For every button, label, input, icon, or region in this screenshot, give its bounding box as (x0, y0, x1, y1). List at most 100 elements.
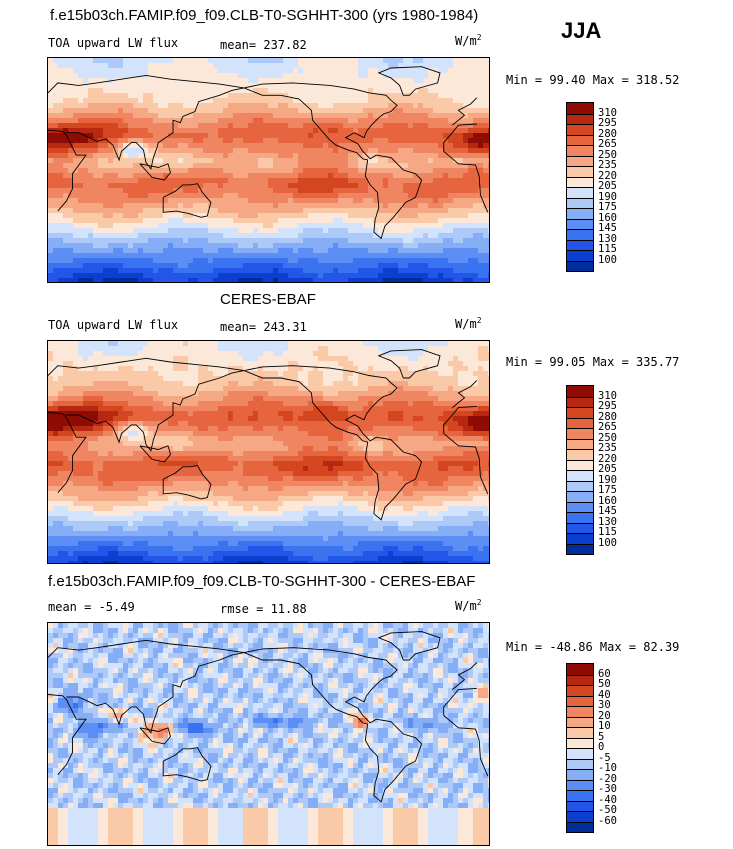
field-cell (408, 376, 414, 382)
field-cell (438, 118, 444, 124)
field-cell (98, 183, 104, 189)
field-cell (163, 93, 169, 99)
field-cell (138, 108, 144, 114)
field-cell (463, 361, 469, 367)
field-cell (53, 203, 59, 209)
field-cell (163, 188, 169, 194)
field-cell (268, 366, 274, 372)
field-cell (463, 203, 469, 209)
field-cell (303, 243, 309, 249)
field-cell (158, 238, 164, 244)
field-cell (93, 213, 99, 219)
field-cell (473, 173, 479, 179)
field-cell (383, 238, 389, 244)
field-cell (473, 361, 479, 367)
field-cell (53, 93, 59, 99)
field-cell (233, 193, 239, 199)
field-cell (278, 391, 284, 397)
field-cell (243, 93, 249, 99)
field-cell (443, 123, 449, 129)
field-cell (448, 198, 454, 204)
field-cell (173, 228, 179, 234)
field-cell (58, 391, 64, 397)
field-cell (323, 366, 329, 372)
field-cell (203, 213, 209, 219)
field-cell (473, 63, 479, 69)
field-cell (413, 366, 419, 372)
field-cell (318, 68, 324, 74)
field-cell (468, 371, 474, 377)
field-cell (278, 103, 284, 109)
field-cell (453, 138, 459, 144)
field-cell (473, 371, 479, 377)
field-cell (103, 68, 109, 74)
field-cell (193, 253, 199, 259)
field-cell (443, 351, 449, 357)
field-cell (243, 188, 249, 194)
field-cell (53, 83, 59, 89)
field-cell (383, 188, 389, 194)
field-cell (88, 78, 94, 84)
field-cell (353, 386, 359, 392)
field-cell (148, 113, 154, 119)
field-cell (268, 361, 274, 367)
field-cell (363, 138, 369, 144)
field-cell (398, 248, 404, 254)
field-cell (443, 128, 449, 134)
field-cell (88, 83, 94, 89)
field-cell (148, 78, 154, 84)
field-cell (113, 258, 119, 264)
field-cell (483, 218, 489, 224)
field-cell (278, 58, 284, 64)
field-cell (418, 138, 424, 144)
field-cell (128, 351, 134, 357)
field-cell (408, 73, 414, 79)
field-cell (488, 218, 489, 224)
field-cell (228, 188, 234, 194)
field-cell (293, 83, 299, 89)
field-cell (313, 381, 319, 387)
field-cell (198, 168, 204, 174)
field-cell (258, 73, 264, 79)
field-cell (163, 233, 169, 239)
field-cell (448, 128, 454, 134)
field-cell (313, 78, 319, 84)
field-cell (473, 258, 479, 264)
field-cell (263, 173, 269, 179)
field-cell (383, 173, 389, 179)
field-cell (193, 263, 199, 269)
field-cell (113, 108, 119, 114)
field-cell (218, 103, 224, 109)
field-cell (318, 143, 324, 149)
field-cell (228, 356, 234, 362)
field-cell (358, 168, 364, 174)
field-cell (273, 133, 279, 139)
field-cell (403, 371, 409, 377)
field-cell (373, 63, 379, 69)
field-cell (78, 243, 84, 249)
field-cell (418, 218, 424, 224)
field-cell (473, 178, 479, 184)
field-cell (48, 118, 54, 124)
field-cell (478, 143, 484, 149)
field-cell (483, 346, 489, 352)
field-cell (213, 213, 219, 219)
field-cell (68, 103, 74, 109)
field-cell (193, 143, 199, 149)
field-cell (93, 263, 99, 269)
field-cell (108, 73, 114, 79)
field-cell (368, 118, 374, 124)
field-cell (423, 386, 429, 392)
field-cell (298, 168, 304, 174)
field-cell (228, 386, 234, 392)
field-cell (358, 381, 364, 387)
field-cell (438, 213, 444, 219)
field-cell (443, 183, 449, 189)
field-cell (373, 351, 379, 357)
field-cell (63, 263, 69, 269)
field-cell (208, 381, 214, 387)
field-cell (433, 203, 439, 209)
field-cell (313, 351, 319, 357)
field-cell (463, 381, 469, 387)
field-cell (343, 381, 349, 387)
